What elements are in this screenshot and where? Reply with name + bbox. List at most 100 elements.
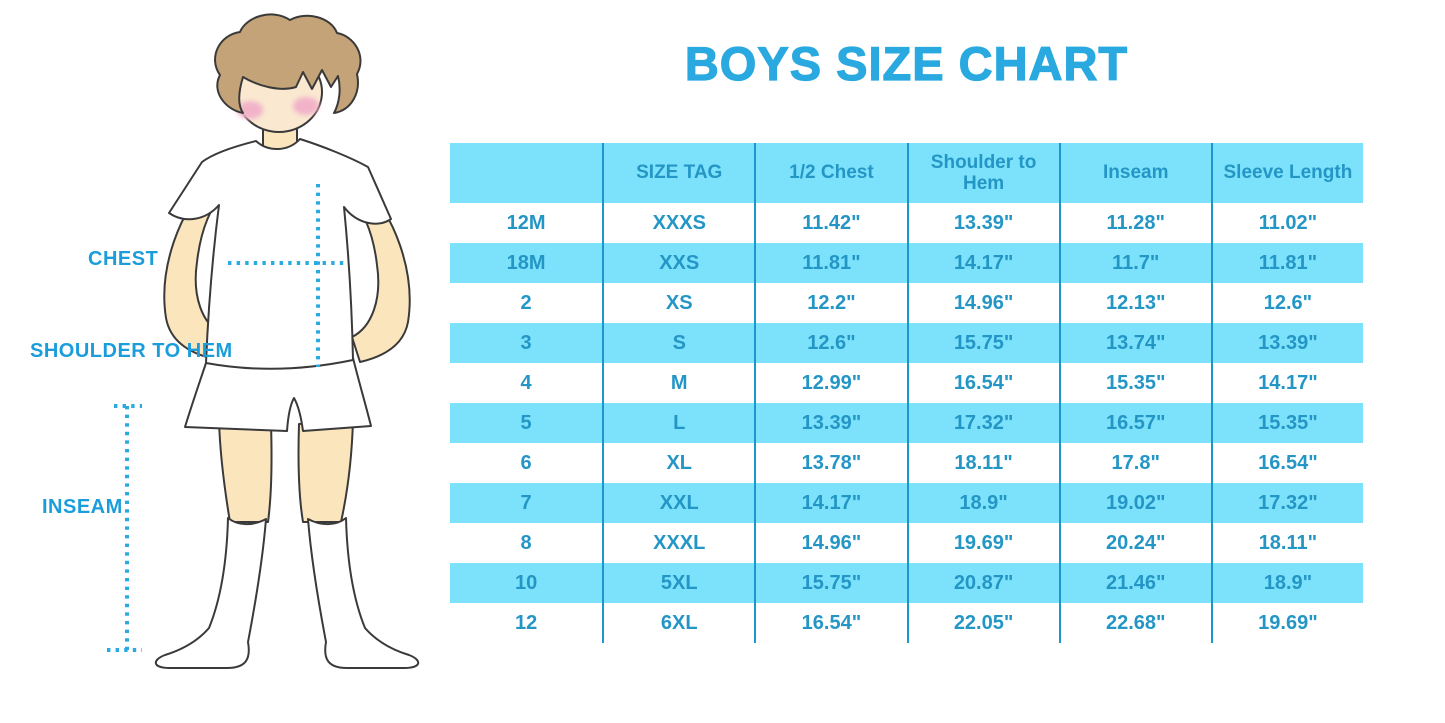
inseam-label: INSEAM — [42, 496, 123, 518]
table-row: 12 6XL 16.54" 22.05" 22.68" 19.69" — [450, 603, 1363, 643]
table-row: 8 XXXL 14.96" 19.69" 20.24" 18.11" — [450, 523, 1363, 563]
measurement-cell: 15.75" — [906, 323, 1059, 363]
size-cell: 2 — [520, 291, 532, 314]
measurement-cell: 16.57" — [1058, 403, 1211, 443]
measurement-cell: 16.54" — [1210, 443, 1363, 483]
boy-right-leg — [297, 419, 354, 523]
table-row: 2 XS 12.2" 14.96" 12.13" 12.6" — [450, 283, 1363, 323]
table-row: 7 XXL 14.17" 18.9" 19.02" 17.32" — [450, 483, 1363, 523]
boy-right-blush — [293, 97, 319, 115]
measurement-cell: XXXS — [602, 203, 754, 243]
measurement-cell: 11.7" — [1058, 243, 1211, 283]
measurement-cell: 19.69" — [1210, 603, 1363, 643]
size-cell: 10 — [514, 571, 538, 594]
measurement-cell: 14.17" — [1210, 363, 1363, 403]
size-cell: 8 — [520, 531, 532, 554]
measurement-cell: 16.54" — [754, 603, 906, 643]
measurement-cell: XS — [602, 283, 754, 323]
measurement-cell: 13.78" — [754, 443, 906, 483]
measurement-cell: S — [602, 323, 754, 363]
table-row: 4 M 12.99" 16.54" 15.35" 14.17" — [450, 363, 1363, 403]
size-cell: 12M — [506, 211, 546, 234]
table-row: 12M XXXS 11.42" 13.39" 11.28" 11.02" — [450, 203, 1363, 243]
measurement-cell: 17.32" — [1210, 483, 1363, 523]
measurement-cell: 15.35" — [1058, 363, 1211, 403]
shoulder-to-hem-label: SHOULDER TO HEM — [30, 340, 233, 362]
size-cell: 12 — [514, 611, 538, 634]
measurement-cell: 16.54" — [906, 363, 1059, 403]
measurement-cell: 15.75" — [754, 563, 906, 603]
measurement-cell: 11.28" — [1058, 203, 1211, 243]
measurement-cell: XXL — [602, 483, 754, 523]
measurement-cell: XXS — [602, 243, 754, 283]
measurement-cell: 12.6" — [754, 323, 906, 363]
boy-tshirt — [168, 138, 392, 370]
measurement-cell: 18.9" — [906, 483, 1059, 523]
header-cell — [450, 143, 602, 203]
measurement-cell: 15.35" — [1210, 403, 1363, 443]
measurement-cell: 18.9" — [1210, 563, 1363, 603]
measurement-cell: 13.74" — [1058, 323, 1211, 363]
measurement-cell: 11.02" — [1210, 203, 1363, 243]
measurement-cell: 14.17" — [906, 243, 1059, 283]
table-body: 12M XXXS 11.42" 13.39" 11.28" 11.02" 18M XXS 11.… — [450, 203, 1363, 643]
measurement-cell: 5XL — [602, 563, 754, 603]
boy-hair — [214, 13, 362, 114]
measurement-cell: 22.68" — [1058, 603, 1211, 643]
boy-right-sock — [307, 517, 420, 669]
header-cell: Shoulder to Hem — [906, 143, 1059, 203]
table-header-row: SIZE TAG 1/2 Chest Shoulder to Hem Inseam Sl… — [450, 143, 1363, 203]
measurement-cell: 18.11" — [1210, 523, 1363, 563]
header-cell: Sleeve Length — [1210, 143, 1363, 203]
measurement-cell: 17.32" — [906, 403, 1059, 443]
chest-label: CHEST — [88, 248, 159, 270]
measurement-cell: 14.17" — [754, 483, 906, 523]
measurement-cell: 13.39" — [1210, 323, 1363, 363]
page-title: BOYS SIZE CHART — [684, 36, 1129, 90]
table-row: 3 S 12.6" 15.75" 13.74" 13.39" — [450, 323, 1363, 363]
measurement-cell: 13.39" — [754, 403, 906, 443]
size-cell: 6 — [520, 451, 532, 474]
boy-right-arm — [349, 181, 411, 363]
size-cell: 7 — [520, 491, 532, 514]
measurement-cell: 11.81" — [754, 243, 906, 283]
header-cell: SIZE TAG — [602, 143, 754, 203]
size-cell: 3 — [520, 331, 532, 354]
measurement-cell: 12.6" — [1210, 283, 1363, 323]
measurement-cell: 19.69" — [906, 523, 1059, 563]
measurement-cell: 11.81" — [1210, 243, 1363, 283]
measurement-cell: 20.24" — [1058, 523, 1211, 563]
size-table: SIZE TAG 1/2 Chest Shoulder to Hem Inseam Sl… — [450, 143, 1363, 643]
measurement-cell: 19.02" — [1058, 483, 1211, 523]
header-cell: 1/2 Chest — [754, 143, 906, 203]
size-cell: 4 — [520, 371, 532, 394]
measurement-cell: XL — [602, 443, 754, 483]
measurement-cell: 21.46" — [1058, 563, 1211, 603]
measurement-cell: 13.39" — [906, 203, 1059, 243]
measurement-cell: 6XL — [602, 603, 754, 643]
boy-measurement-figure: CHEST SHOULDER TO HEM INSEAM — [0, 0, 450, 723]
measurement-cell: 20.87" — [906, 563, 1059, 603]
measurement-cell: 22.05" — [906, 603, 1059, 643]
table-row: 18M XXS 11.81" 14.17" 11.7" 11.81" — [450, 243, 1363, 283]
size-cell: 5 — [520, 411, 532, 434]
boy-shorts — [184, 357, 372, 432]
measurement-cell: 12.2" — [754, 283, 906, 323]
table-row: 5 L 13.39" 17.32" 16.57" 15.35" — [450, 403, 1363, 443]
measurement-cell: 14.96" — [754, 523, 906, 563]
measurement-cell: XXXL — [602, 523, 754, 563]
boy-left-sock — [154, 517, 267, 669]
boy-left-blush — [237, 101, 263, 119]
measurement-cell: 17.8" — [1058, 443, 1211, 483]
table-row: 6 XL 13.78" 18.11" 17.8" 16.54" — [450, 443, 1363, 483]
measurement-cell: 11.42" — [754, 203, 906, 243]
boy-left-leg — [218, 419, 273, 523]
size-cell: 18M — [506, 251, 546, 274]
measurement-cell: 18.11" — [906, 443, 1059, 483]
boy-illustration — [107, 13, 420, 669]
header-cell: Inseam — [1058, 143, 1211, 203]
measurement-cell: M — [602, 363, 754, 403]
measurement-cell: L — [602, 403, 754, 443]
measurement-cell: 14.96" — [906, 283, 1059, 323]
